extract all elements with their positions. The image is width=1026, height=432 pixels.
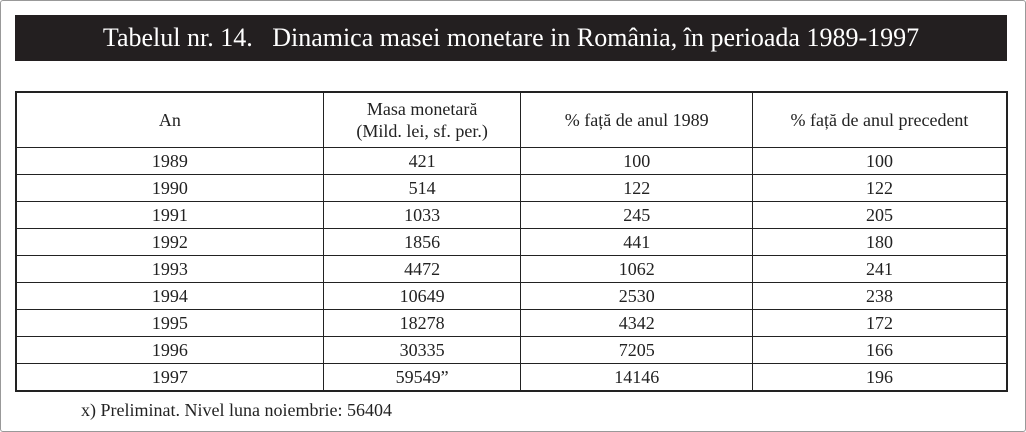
header-text: % față de anul 1989 xyxy=(564,110,709,130)
table-row: 1996 30335 7205 166 xyxy=(15,336,1008,364)
table-cell: 1995 xyxy=(15,309,324,337)
table-cell: 122 xyxy=(520,174,753,202)
table-row: 1992 1856 441 180 xyxy=(15,228,1008,256)
data-table: An Masa monetară (Mild. lei, sf. per.) % fa… xyxy=(15,91,1008,392)
table-cell: 4472 xyxy=(322,255,522,283)
table-cell: 59549” xyxy=(322,363,522,392)
header-cell: % față de anul precedent xyxy=(751,91,1008,148)
table-row: 1991 1033 245 205 xyxy=(15,201,1008,229)
table-cell: 100 xyxy=(520,147,753,175)
table-cell: 1993 xyxy=(15,255,324,283)
table-row: 1997 59549” 14146 196 xyxy=(15,363,1008,392)
table-cell: 441 xyxy=(520,228,753,256)
table-cell: 172 xyxy=(751,309,1008,337)
footnote: x) Preliminat. Nivel luna noiembrie: 564… xyxy=(81,400,392,420)
table-row: 1994 10649 2530 238 xyxy=(15,282,1008,310)
header-text: % față de anul precedent xyxy=(790,110,969,130)
table-cell: 241 xyxy=(751,255,1008,283)
table-cell: 180 xyxy=(751,228,1008,256)
table-cell: 10649 xyxy=(322,282,522,310)
table-cell: 1989 xyxy=(15,147,324,175)
table-cell: 1997 xyxy=(15,363,324,392)
table-cell: 122 xyxy=(751,174,1008,202)
table-cell: 100 xyxy=(751,147,1008,175)
header-text: An xyxy=(158,110,181,130)
table-cell: 30335 xyxy=(322,336,522,364)
table-cell: 166 xyxy=(751,336,1008,364)
table-cell: 7205 xyxy=(520,336,753,364)
table-cell: 1994 xyxy=(15,282,324,310)
table-cell: 1856 xyxy=(322,228,522,256)
table-row: 1995 18278 4342 172 xyxy=(15,309,1008,337)
table-cell: 514 xyxy=(322,174,522,202)
table-cell: 1996 xyxy=(15,336,324,364)
table-cell: 1990 xyxy=(15,174,324,202)
header-cell: Masa monetară (Mild. lei, sf. per.) xyxy=(322,91,522,148)
table-cell: 1033 xyxy=(322,201,522,229)
table-cell: 421 xyxy=(322,147,522,175)
header-text: Masa monetară xyxy=(366,99,478,119)
header-text: (Mild. lei, sf. per.) xyxy=(356,121,488,141)
table-cell: 205 xyxy=(751,201,1008,229)
table-cell: 4342 xyxy=(520,309,753,337)
table-cell: 1062 xyxy=(520,255,753,283)
table-cell: 1992 xyxy=(15,228,324,256)
table-cell: 245 xyxy=(520,201,753,229)
table-row: 1990 514 122 122 xyxy=(15,174,1008,202)
table-title: Tabelul nr. 14. Dinamica masei monetare … xyxy=(15,15,1007,61)
table-cell: 1991 xyxy=(15,201,324,229)
header-cell: An xyxy=(15,91,324,148)
table-cell: 14146 xyxy=(520,363,753,392)
table-cell: 2530 xyxy=(520,282,753,310)
header-cell: % față de anul 1989 xyxy=(520,91,753,148)
header-row: An Masa monetară (Mild. lei, sf. per.) % fa… xyxy=(15,91,1008,148)
table-row: 1989 421 100 100 xyxy=(15,147,1008,175)
table-cell: 18278 xyxy=(322,309,522,337)
table-row: 1993 4472 1062 241 xyxy=(15,255,1008,283)
table-body: 1989 421 100 100 1990 514 122 122 1991 1033 245 205… xyxy=(15,147,1008,392)
table-cell: 196 xyxy=(751,363,1008,392)
table-cell: 238 xyxy=(751,282,1008,310)
